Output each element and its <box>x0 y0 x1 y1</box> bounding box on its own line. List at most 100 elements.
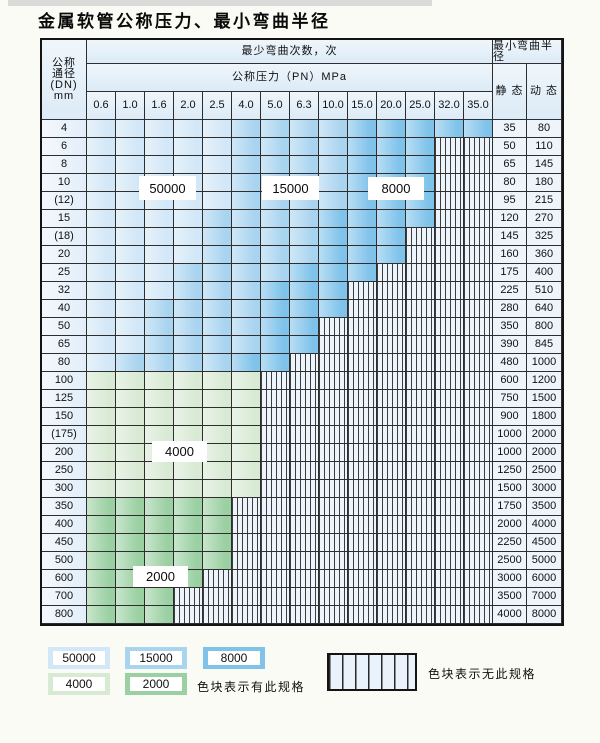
static-cell: 1750 <box>493 498 527 516</box>
spec-cell <box>232 282 261 300</box>
spec-cell <box>174 390 203 408</box>
spec-cell <box>145 336 174 354</box>
legend-swatch-label: 15000 <box>130 651 182 665</box>
dn-cell: 250 <box>42 462 87 480</box>
no-spec-cell <box>435 606 464 624</box>
spec-cell <box>145 588 174 606</box>
spec-cell <box>87 426 116 444</box>
spec-cell <box>203 444 232 462</box>
no-spec-cell <box>377 498 406 516</box>
dynamic-cell: 325 <box>527 228 562 246</box>
no-spec-cell <box>348 444 377 462</box>
spec-cell <box>116 552 145 570</box>
spec-cell <box>377 156 406 174</box>
no-spec-cell <box>377 606 406 624</box>
no-spec-cell <box>348 534 377 552</box>
spec-cell <box>145 246 174 264</box>
no-spec-cell <box>377 408 406 426</box>
spec-cell <box>87 462 116 480</box>
no-spec-cell <box>319 444 348 462</box>
no-spec-cell <box>348 606 377 624</box>
spec-cell <box>174 498 203 516</box>
dn-cell: 150 <box>42 408 87 426</box>
spec-cell <box>145 372 174 390</box>
spec-cell <box>145 264 174 282</box>
static-cell: 2000 <box>493 516 527 534</box>
no-spec-cell <box>348 408 377 426</box>
spec-cell <box>87 480 116 498</box>
spec-cell <box>290 336 319 354</box>
spec-cell <box>203 210 232 228</box>
spec-cell <box>203 120 232 138</box>
dynamic-cell: 845 <box>527 336 562 354</box>
spec-cell <box>290 300 319 318</box>
spec-cell <box>319 138 348 156</box>
pressure-col-header: 1.0 <box>116 92 145 120</box>
spec-cell <box>232 120 261 138</box>
no-spec-cell <box>435 444 464 462</box>
no-spec-cell <box>406 390 435 408</box>
no-spec-cell <box>377 444 406 462</box>
no-spec-cell <box>464 498 493 516</box>
no-spec-cell <box>261 552 290 570</box>
spec-cell <box>406 120 435 138</box>
no-spec-cell <box>406 552 435 570</box>
spec-cell <box>203 264 232 282</box>
region-label-15000: 15000 <box>262 176 319 200</box>
spec-cell <box>232 156 261 174</box>
spec-cell <box>116 498 145 516</box>
pressure-col-header: 32.0 <box>435 92 464 120</box>
spec-cell <box>145 228 174 246</box>
spec-cell <box>232 264 261 282</box>
no-spec-cell <box>348 354 377 372</box>
no-spec-cell <box>348 390 377 408</box>
spec-cell <box>290 120 319 138</box>
no-spec-cell <box>464 264 493 282</box>
spec-cell <box>87 336 116 354</box>
no-spec-cell <box>174 588 203 606</box>
no-spec-cell <box>319 606 348 624</box>
dynamic-cell: 6000 <box>527 570 562 588</box>
no-spec-cell <box>232 552 261 570</box>
spec-cell <box>174 156 203 174</box>
no-spec-cell <box>261 426 290 444</box>
pressure-col-header: 2.5 <box>203 92 232 120</box>
spec-cell <box>290 138 319 156</box>
no-spec-cell <box>377 354 406 372</box>
radius-header: 最小弯曲半径 <box>493 40 562 64</box>
no-spec-cell <box>464 318 493 336</box>
bend-cycles-header: 最少弯曲次数，次 <box>87 40 493 64</box>
spec-cell <box>261 210 290 228</box>
legend-swatch-4000: 4000 <box>48 673 110 695</box>
no-spec-cell <box>435 372 464 390</box>
no-spec-cell <box>290 462 319 480</box>
no-spec-cell <box>319 426 348 444</box>
no-spec-cell <box>348 588 377 606</box>
spec-cell <box>116 318 145 336</box>
dynamic-cell: 1500 <box>527 390 562 408</box>
spec-cell <box>319 210 348 228</box>
no-spec-cell <box>203 570 232 588</box>
no-spec-cell <box>464 156 493 174</box>
no-spec-cell <box>290 516 319 534</box>
spec-cell <box>145 282 174 300</box>
spec-cell <box>174 282 203 300</box>
no-spec-cell <box>261 516 290 534</box>
spec-cell <box>87 588 116 606</box>
no-spec-cell <box>261 606 290 624</box>
dynamic-cell: 400 <box>527 264 562 282</box>
no-spec-cell <box>377 372 406 390</box>
spec-cell <box>348 264 377 282</box>
no-spec-cell <box>406 318 435 336</box>
legend-swatch-2000: 2000 <box>125 673 187 695</box>
static-cell: 600 <box>493 372 527 390</box>
legend-swatch-label: 50000 <box>53 651 105 665</box>
no-spec-cell <box>377 282 406 300</box>
static-cell: 2250 <box>493 534 527 552</box>
spec-cell <box>232 426 261 444</box>
spec-cell <box>232 462 261 480</box>
spec-cell <box>290 156 319 174</box>
dynamic-cell: 800 <box>527 318 562 336</box>
spec-cell <box>145 426 174 444</box>
no-spec-cell <box>435 300 464 318</box>
